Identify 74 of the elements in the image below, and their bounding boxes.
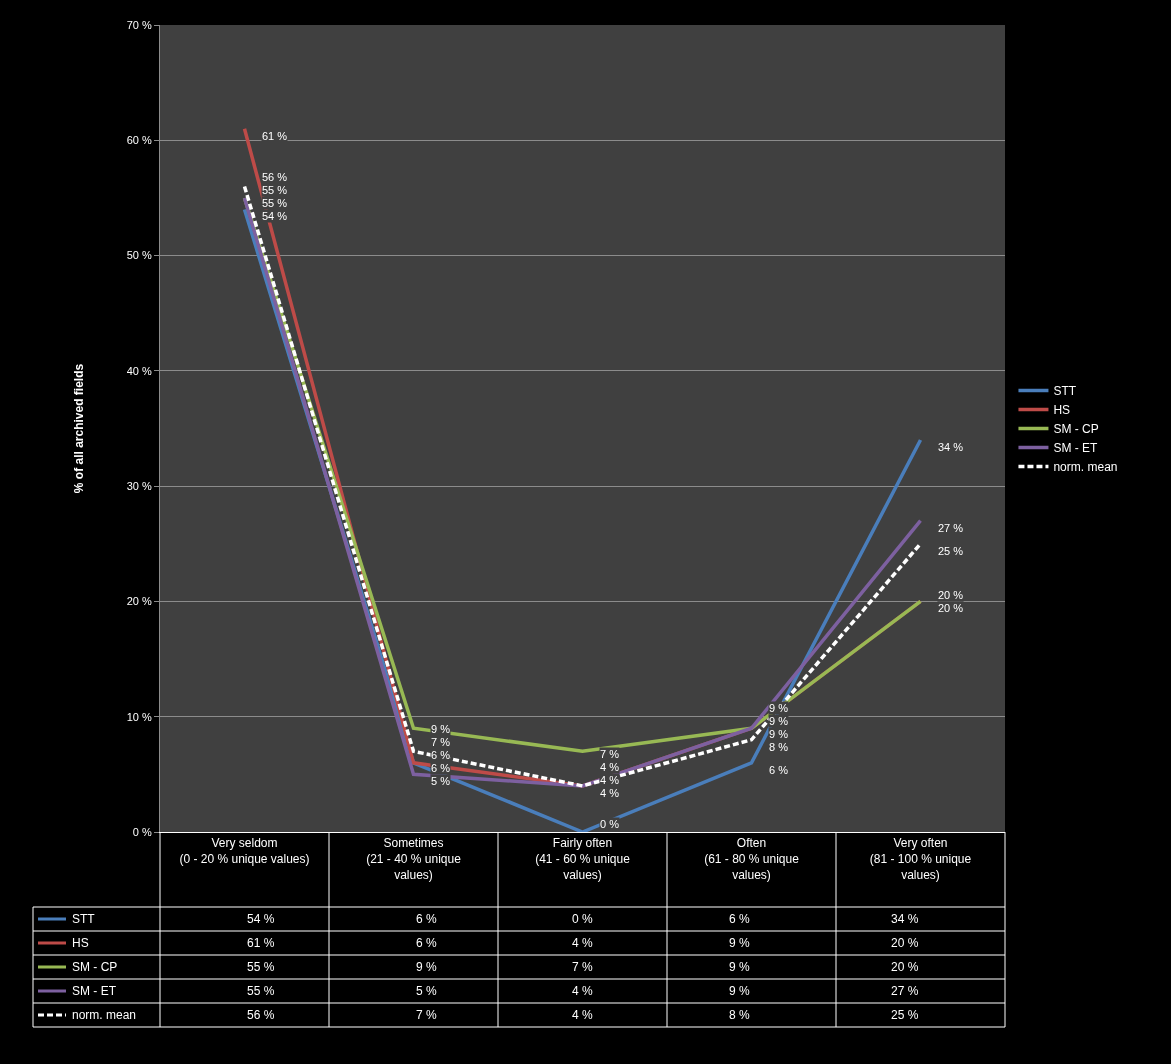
y-tick-label: 40 % (126, 364, 153, 377)
text: 27 % (938, 522, 964, 534)
data-label: 5 % (416, 984, 438, 998)
text: 0 % (600, 818, 619, 830)
data-label: 6 % (416, 912, 438, 926)
legend-label: STT (1053, 384, 1077, 399)
text: 4 % (600, 761, 619, 773)
text: 9 % (769, 715, 788, 727)
text: 56 % (262, 171, 288, 183)
y-tick-label: 20 % (126, 595, 153, 608)
data-label: 0 % (572, 912, 594, 926)
y-tick-label: 60 % (126, 134, 153, 147)
text: SM - CP (72, 960, 118, 974)
data-label: 4 % (572, 1008, 594, 1022)
text: 25 % (938, 545, 964, 557)
data-label: 61 % (247, 936, 275, 950)
data-label: 6 % (729, 912, 751, 926)
data-label: 9 % (416, 960, 438, 974)
text: 20 % (938, 589, 964, 601)
data-label: 27 % (891, 984, 919, 998)
y-tick-label: 70 % (126, 18, 153, 31)
data-label: 56 % (247, 1008, 275, 1022)
text: norm. mean (72, 1008, 137, 1022)
data-label: 9 % (729, 984, 751, 998)
text: HS (72, 936, 89, 950)
data-label: 54 % (247, 912, 275, 926)
data-label: 7 % (416, 1008, 438, 1022)
text: STT (72, 912, 95, 926)
text: 4 % (600, 787, 619, 799)
text: 7 % (600, 748, 619, 760)
text: 20 % (938, 602, 964, 614)
data-label: 9 % (729, 936, 751, 950)
text: 55 % (262, 184, 288, 196)
data-label: 4 % (572, 984, 594, 998)
data-label: 7 % (572, 960, 594, 974)
data-label: 20 % (891, 936, 919, 950)
data-label: 34 % (891, 912, 919, 926)
text: 6 % (431, 762, 450, 774)
text: SM - ET (72, 984, 116, 998)
data-label: 4 % (572, 936, 594, 950)
legend-label: norm. mean (1053, 460, 1118, 475)
text: 9 % (769, 702, 788, 714)
y-axis-title: % of all archived fields (72, 363, 87, 494)
data-label: 8 % (729, 1008, 751, 1022)
legend-label: SM - ET (1053, 441, 1099, 456)
x-tick-label: Fairly often (41 - 60 % unique values) (535, 836, 631, 882)
text: 9 % (431, 723, 450, 735)
data-label: 25 % (891, 1008, 919, 1022)
text: 54 % (262, 210, 288, 222)
text: 61 % (262, 130, 288, 142)
text: 55 % (262, 197, 288, 209)
data-label: 20 % (891, 960, 919, 974)
data-label: 9 % (729, 960, 751, 974)
x-tick-label: Very seldom (0 - 20 % unique values) (179, 836, 310, 866)
text: 4 % (600, 774, 619, 786)
text: 9 % (769, 728, 788, 740)
y-tick-label: 50 % (126, 249, 153, 262)
text: 8 % (769, 741, 788, 753)
text: 34 % (938, 441, 964, 453)
legend-label: SM - CP (1053, 422, 1099, 437)
text: 7 % (431, 736, 450, 748)
x-tick-label: Sometimes (21 - 40 % unique values) (366, 836, 462, 882)
legend-label: HS (1053, 403, 1071, 418)
text: 5 % (431, 775, 450, 787)
x-tick-label: Often (61 - 80 % unique values) (704, 836, 800, 882)
data-label: 55 % (247, 960, 275, 974)
x-tick-label: Very often (81 - 100 % unique values) (869, 836, 972, 882)
data-label: 6 % (416, 936, 438, 950)
data-label: 55 % (247, 984, 275, 998)
y-tick-label: 30 % (126, 479, 153, 492)
y-tick-label: 10 % (126, 710, 153, 723)
text: 6 % (769, 764, 788, 776)
text: 6 % (431, 749, 450, 761)
y-tick-label: 0 % (132, 825, 153, 838)
